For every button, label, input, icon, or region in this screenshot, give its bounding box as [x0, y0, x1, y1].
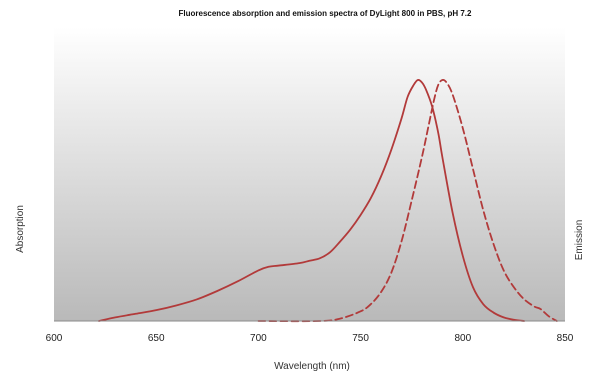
x-tick-label: 750 — [352, 333, 369, 344]
x-tick-label: 850 — [557, 333, 574, 344]
emission-series-line — [257, 78, 558, 323]
y2-axis-label: Emission — [574, 220, 585, 261]
chart-title: Fluorescence absorption and emission spe… — [179, 9, 473, 18]
x-tick-layer: 600 650 700 750 800 850 — [46, 333, 574, 344]
x-tick-label: 600 — [46, 333, 63, 344]
x-tick-label: 800 — [454, 333, 471, 344]
plot-background — [54, 27, 565, 321]
y-axis-label: Absorption — [15, 205, 26, 253]
absorption-series-line — [98, 79, 526, 322]
x-tick-label: 700 — [250, 333, 267, 344]
x-tick-label: 650 — [148, 333, 165, 344]
x-axis-label: Wavelength (nm) — [274, 361, 350, 372]
series-layer — [98, 78, 558, 323]
